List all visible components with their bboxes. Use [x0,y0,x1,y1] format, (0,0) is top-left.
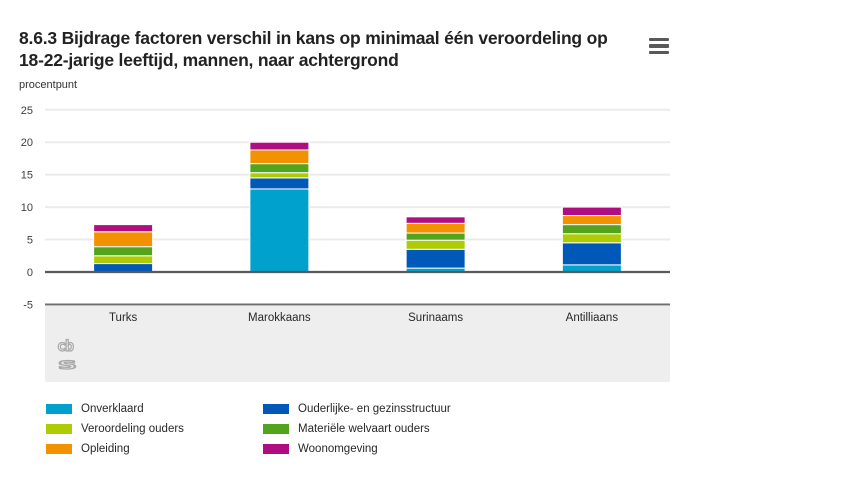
bar-segment[interactable] [561,233,622,244]
bar-segment[interactable] [561,224,622,235]
y-axis-tick-label: -5 [23,299,33,311]
bar-segment[interactable] [93,231,154,248]
bar-segment[interactable] [249,141,310,151]
legend-swatch [46,444,72,454]
bar-segment[interactable] [93,255,154,265]
legend-item-woonomgeving[interactable]: Woonomgeving [263,439,451,459]
legend-column-2: Ouderlijke- en gezinsstructuur Materiële… [263,399,451,459]
y-axis-tick-label: 25 [21,105,33,117]
chart-menu-button[interactable] [647,35,671,57]
legend-label: Woonomgeving [298,443,378,455]
legend-item-materiele-welvaart-ouders[interactable]: Materiële welvaart ouders [263,419,451,439]
bar-segment[interactable] [561,242,622,266]
x-axis-label: Marokkaans [248,312,311,324]
bar-segment[interactable] [249,172,310,179]
legend-label: Materiële welvaart ouders [298,423,430,435]
x-axis-band [45,304,670,382]
bar-segment[interactable] [93,224,154,233]
y-axis-unit-label: procentpunt [19,79,78,91]
bar-segment[interactable] [93,263,154,273]
legend-label: Onverklaard [81,403,144,415]
y-axis-tick-label: 15 [21,170,33,182]
bar-segment[interactable] [405,216,466,224]
bar-segment[interactable] [561,215,622,226]
hamburger-icon [649,37,669,42]
bar-segment[interactable] [249,188,310,273]
cbs-logo: cb s [56,336,79,373]
bar-segment[interactable] [405,232,466,241]
bar-segment[interactable] [405,222,466,234]
bar-segment[interactable] [249,177,310,190]
x-axis-label: Antilliaans [566,312,619,324]
y-axis-tick-label: 20 [21,137,33,149]
legend-swatch [263,404,289,414]
y-axis-tick-label: 10 [21,202,33,214]
bar-segment[interactable] [249,149,310,165]
bar-segment[interactable] [561,206,622,217]
svg-text:cb: cb [57,337,74,355]
bar-segment[interactable] [405,248,466,269]
bar-segment[interactable] [249,163,310,174]
y-axis-tick-label: 0 [27,267,33,279]
legend-swatch [263,444,289,454]
bar-segment[interactable] [93,246,154,257]
legend-label: Ouderlijke- en gezinsstructuur [298,403,451,415]
stacked-bar-chart: 25 20 15 10 5 0 -5 Turks Marokkaans Surinaams Anti… [21,105,670,382]
x-axis-label: Turks [109,312,138,324]
legend-swatch [263,424,289,434]
bar-segment[interactable] [405,239,466,250]
legend-item-onverklaard[interactable]: Onverklaard [46,399,184,419]
chart-title: 8.6.3 Bijdrage factoren verschil in kans… [19,28,608,70]
legend-swatch [46,424,72,434]
svg-text:s: s [57,355,78,372]
legend-label: Veroordeling ouders [81,423,184,435]
legend-label: Opleiding [81,443,130,455]
legend-item-opleiding[interactable]: Opleiding [46,439,184,459]
legend-item-ouderlijke-en-gezinsstructuur[interactable]: Ouderlijke- en gezinsstructuur [263,399,451,419]
y-axis-tick-label: 5 [27,235,33,247]
legend-swatch [46,404,72,414]
legend-item-veroordeling-ouders[interactable]: Veroordeling ouders [46,419,184,439]
legend-column-1: Onverklaard Veroordeling ouders Opleidin… [46,399,184,459]
x-axis-label: Surinaams [408,312,463,324]
